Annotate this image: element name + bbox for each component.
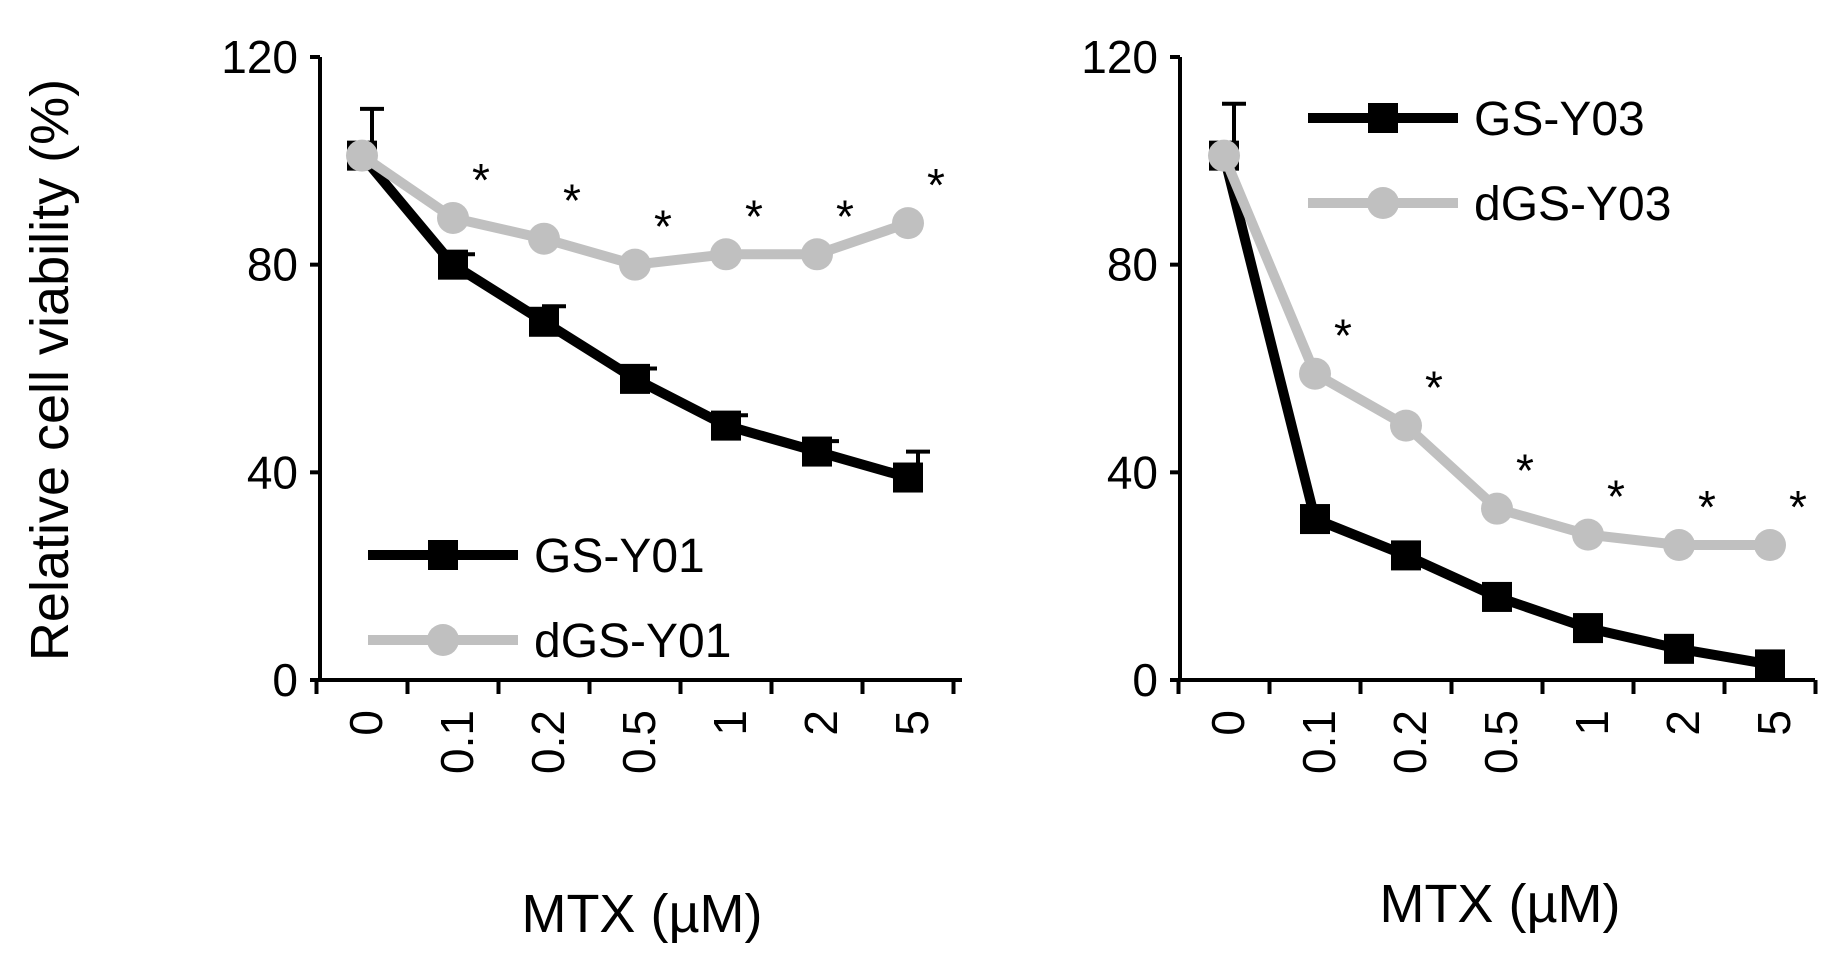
data-point (1755, 649, 1785, 680)
data-point (1391, 540, 1421, 571)
data-point (893, 462, 923, 493)
x-axis-title: MTX (µM) (521, 884, 762, 944)
data-point (1754, 529, 1786, 562)
significance-marker: * (1789, 481, 1807, 533)
data-point (802, 436, 832, 467)
significance-marker: * (745, 190, 763, 242)
y-tick-label: 0 (1132, 654, 1158, 706)
significance-marker: * (1516, 445, 1534, 497)
significance-marker: * (654, 201, 672, 253)
data-point (1663, 529, 1695, 562)
x-tick-label: 0.5 (613, 710, 665, 774)
x-tick-label: 0.2 (1384, 710, 1436, 774)
data-point (529, 306, 559, 337)
data-point (1299, 357, 1331, 390)
data-point (1300, 504, 1330, 535)
legend-marker (1368, 103, 1398, 133)
y-tick-label: 120 (221, 31, 298, 83)
significance-marker: * (927, 159, 945, 211)
significance-marker: * (472, 154, 490, 206)
x-tick-label: 2 (795, 710, 847, 736)
legend-label: GS-Y03 (1474, 93, 1645, 146)
x-tick-label: 5 (886, 710, 938, 736)
x-tick-label: 0 (1202, 710, 1254, 736)
x-tick-label: 0.1 (431, 710, 483, 774)
data-point (1390, 409, 1422, 442)
legend-label: dGS-Y03 (1474, 178, 1671, 231)
significance-marker: * (1607, 471, 1625, 523)
x-tick-label: 1 (1566, 710, 1618, 736)
x-tick-label: 5 (1748, 710, 1800, 736)
x-axis-title: MTX (µM) (1379, 874, 1620, 934)
legend-label: dGS-Y01 (534, 615, 731, 668)
significance-marker: * (836, 190, 854, 242)
significance-marker: * (563, 175, 581, 227)
data-point (1573, 613, 1603, 644)
data-point (619, 248, 651, 281)
panel-left: 0 40 80 120 0 0.1 0.2 0.5 1 2 5 Relative cell viabi… (20, 31, 962, 944)
x-tick-label: 0.1 (1293, 710, 1345, 774)
x-tick-label: 0 (340, 710, 392, 736)
y-tick-label: 0 (272, 654, 298, 706)
y-tick-label: 40 (247, 446, 298, 498)
y-axis-title: Relative cell viability (%) (20, 79, 80, 661)
data-point (1572, 518, 1604, 551)
data-point (437, 201, 469, 234)
data-point (528, 222, 560, 255)
y-tick-label: 80 (1107, 239, 1158, 291)
series-line-GS-Y01 (358, 152, 910, 483)
data-point (438, 249, 468, 280)
legend-marker (1367, 187, 1399, 219)
data-point (892, 207, 924, 240)
data-point (710, 238, 742, 271)
x-tick-label: 1 (704, 710, 756, 736)
data-point (1208, 139, 1240, 172)
significance-marker: * (1425, 362, 1443, 414)
data-point (346, 139, 378, 172)
y-tick-label: 40 (1107, 446, 1158, 498)
legend-marker (428, 540, 458, 570)
data-point (1482, 581, 1512, 612)
x-tick-label: 2 (1657, 710, 1709, 736)
data-point (620, 363, 650, 394)
legend-marker (427, 624, 459, 656)
significance-marker: * (1334, 310, 1352, 362)
y-tick-label: 120 (1081, 31, 1158, 83)
data-point (1664, 633, 1694, 664)
x-tick-label: 0.2 (522, 710, 574, 774)
data-point (801, 238, 833, 271)
data-point (711, 410, 741, 441)
panel-right: 0 40 80 120 0 0.1 0.2 0.5 1 2 5 MTX (µM) * * * * * * GS-Y0… (1081, 31, 1818, 934)
x-tick-label: 0.5 (1475, 710, 1527, 774)
y-tick-label: 80 (247, 239, 298, 291)
data-point (1481, 492, 1513, 525)
significance-marker: * (1698, 481, 1716, 533)
legend-label: GS-Y01 (534, 530, 705, 583)
